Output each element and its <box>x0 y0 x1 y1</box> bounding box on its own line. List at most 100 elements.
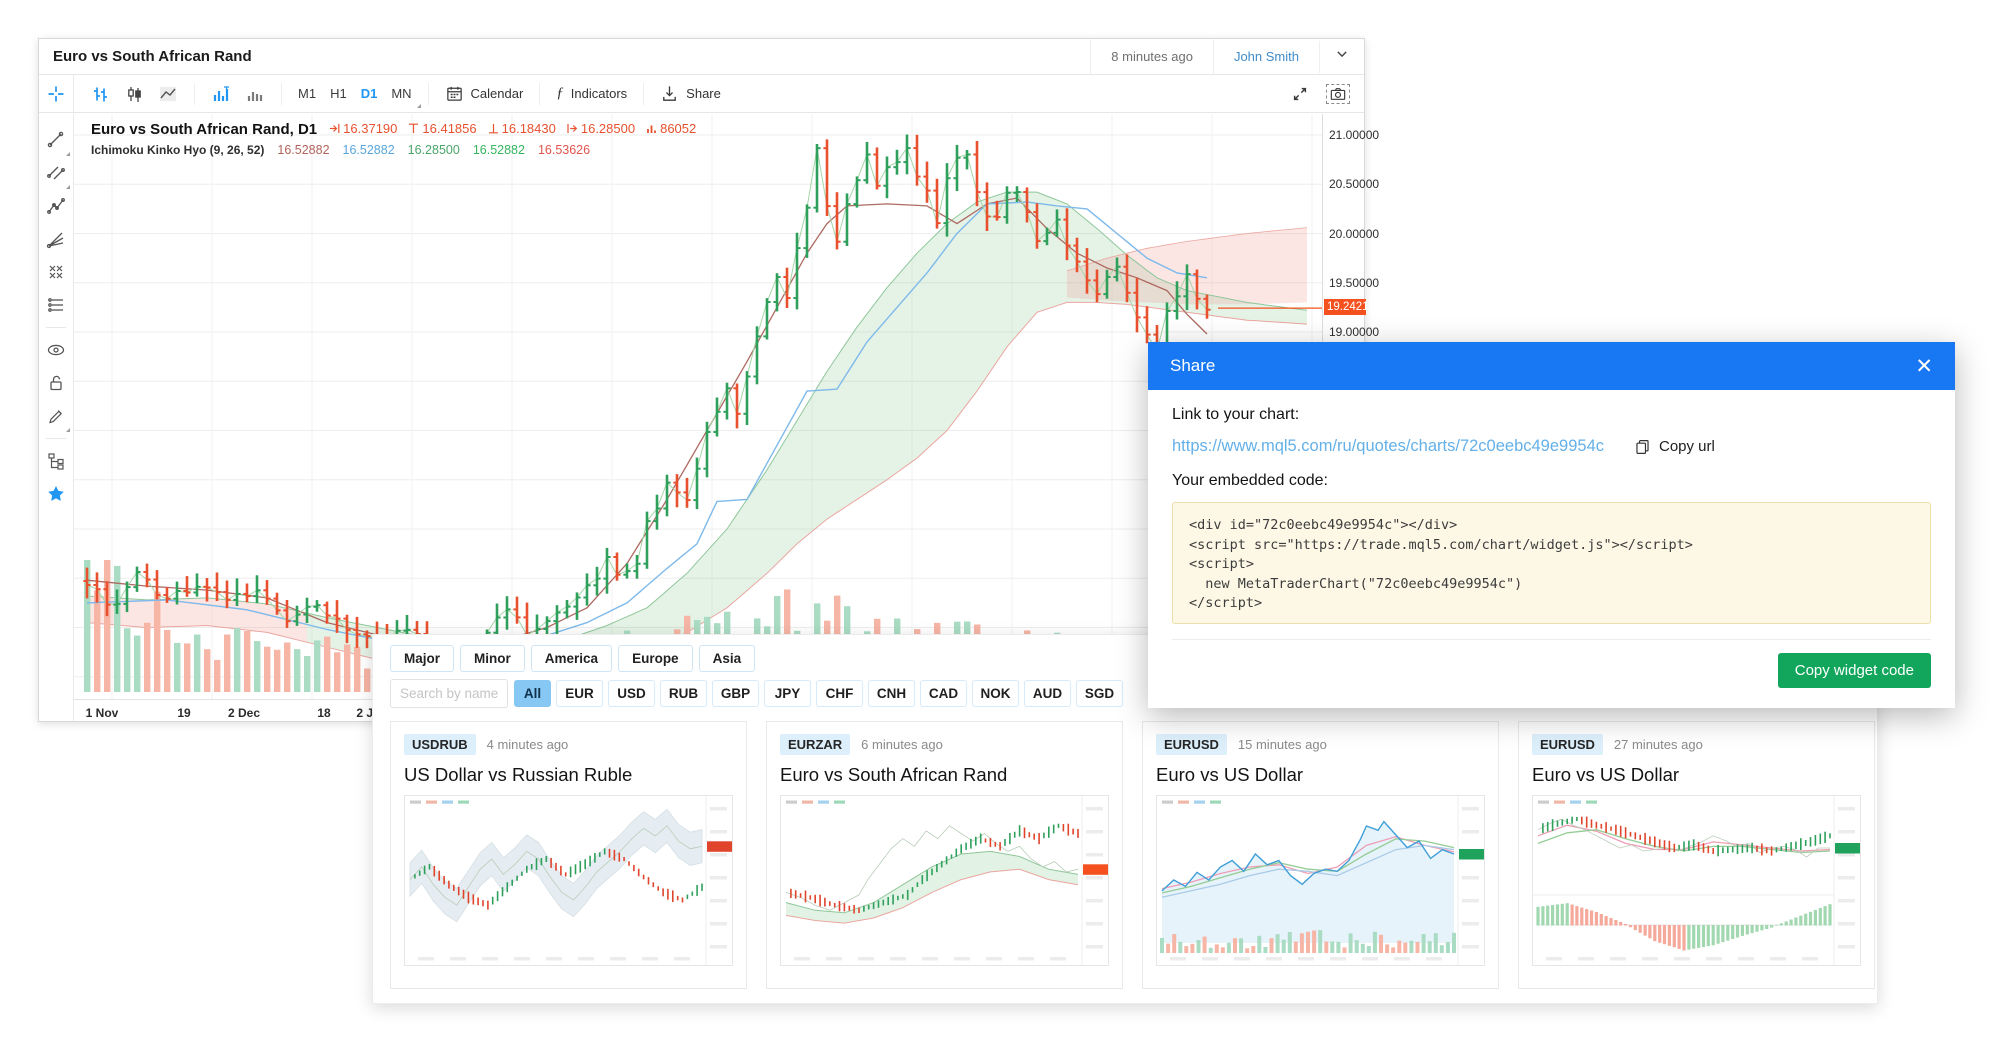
chart-toolbar: M1 H1 D1 MN Calendar ƒ Indicators Share <box>39 75 1364 113</box>
chevron-down-icon[interactable] <box>1319 40 1364 73</box>
share-button[interactable]: Share <box>653 81 728 106</box>
calendar-button[interactable]: Calendar <box>438 81 531 106</box>
copy-icon <box>1636 439 1649 454</box>
fibonacci-tool[interactable] <box>44 293 68 317</box>
line-chart-icon <box>160 86 176 101</box>
region-tab-minor[interactable]: Minor <box>460 645 525 672</box>
trendline-tool[interactable] <box>44 128 70 156</box>
candlestick-icon <box>128 86 141 102</box>
region-tab-europe[interactable]: Europe <box>618 645 693 672</box>
divider <box>46 438 66 439</box>
calendar-label: Calendar <box>470 86 524 101</box>
timeframe-d1[interactable]: D1 <box>354 83 385 104</box>
volume-icon <box>247 91 263 101</box>
chart-type-line-button[interactable] <box>151 81 185 107</box>
user-menu[interactable]: John Smith <box>1212 39 1319 74</box>
currency-chip-nok[interactable]: NOK <box>972 680 1019 707</box>
updated-time: 27 minutes ago <box>1613 737 1703 752</box>
symbol-badge: EURUSD <box>1532 734 1603 755</box>
price-label: 20.50000 <box>1329 177 1380 192</box>
chart-card-eurzar-1[interactable]: EURZAR 6 minutes ago Euro vs South African… <box>766 721 1123 989</box>
real-volume-button[interactable] <box>238 81 272 107</box>
visibility-tool[interactable] <box>44 338 68 362</box>
card-title: Euro vs US Dollar <box>1532 764 1680 785</box>
copy-widget-button[interactable]: Copy widget code <box>1777 653 1931 688</box>
current-price-tag: 19.24215 <box>1324 299 1375 316</box>
price-label: 19.50000 <box>1329 275 1380 290</box>
window-title: Euro vs South African Rand <box>53 48 252 65</box>
currency-chip-sgd[interactable]: SGD <box>1076 680 1123 707</box>
timeframe-h1[interactable]: H1 <box>323 83 354 104</box>
share-dialog: Share ✕ Link to your chart: https://www.… <box>1148 342 1955 708</box>
mini-chart <box>1532 795 1861 966</box>
eraser-tool[interactable] <box>44 404 70 432</box>
symbol-badge: EURUSD <box>1156 734 1227 755</box>
dialog-title: Share <box>1170 356 1216 375</box>
dialog-footer: Copy widget code <box>1172 639 1931 701</box>
timeframe-group: M1 H1 D1 MN <box>282 82 429 108</box>
currency-chip-rub[interactable]: RUB <box>660 680 707 707</box>
currency-chip-aud[interactable]: AUD <box>1024 680 1071 707</box>
currency-chip-cnh[interactable]: CNH <box>868 680 915 707</box>
updated-time: 6 minutes ago <box>861 737 943 752</box>
region-tab-america[interactable]: America <box>530 645 613 672</box>
timeframe-mn[interactable]: MN <box>384 83 421 108</box>
chart-link[interactable]: https://www.mql5.com/ru/quotes/charts/72… <box>1172 437 1604 455</box>
chart-card-usdrub-0[interactable]: USDRUB 4 minutes ago US Dollar vs Russian … <box>390 721 747 989</box>
favorites-star[interactable] <box>44 482 68 506</box>
currency-chip-usd[interactable]: USD <box>608 680 655 707</box>
region-tab-asia[interactable]: Asia <box>698 645 756 672</box>
currency-chip-gbp[interactable]: GBP <box>712 680 759 707</box>
objects-list-tool[interactable] <box>44 449 68 473</box>
close-icon[interactable]: ✕ <box>1915 354 1933 378</box>
lock-tool[interactable] <box>44 371 68 395</box>
region-tabs: Major Minor America Europe Asia <box>390 645 756 672</box>
copy-url-label: Copy url <box>1659 438 1715 455</box>
drawing-toolbar <box>39 114 74 721</box>
fullscreen-icon[interactable] <box>1288 82 1312 106</box>
timeframe-m1[interactable]: M1 <box>291 83 323 104</box>
polyline-tool[interactable] <box>44 194 68 218</box>
currency-chip-jpy[interactable]: JPY <box>764 680 811 707</box>
card-title: Euro vs South African Rand <box>780 764 1008 785</box>
currency-chip-chf[interactable]: CHF <box>816 680 863 707</box>
price-label: 20.00000 <box>1329 226 1380 241</box>
embed-label: Your embedded code: <box>1172 472 1328 489</box>
chart-card-eurusd-2[interactable]: EURUSD 15 minutes ago Euro vs US Dollar <box>1142 721 1499 989</box>
chart-plot[interactable]: Euro vs South African Rand, D1 16.37190 1… <box>74 114 1322 727</box>
chart-type-candles-button[interactable] <box>117 81 151 107</box>
channel-tool[interactable] <box>44 161 70 189</box>
copy-url-button[interactable]: Copy url <box>1634 438 1715 456</box>
indicators-button[interactable]: ƒ Indicators <box>549 82 634 105</box>
tick-volume-button[interactable] <box>204 81 238 107</box>
mini-chart <box>1156 795 1485 966</box>
price-label: 19.00000 <box>1329 325 1380 339</box>
screenshot-button[interactable] <box>1326 83 1350 104</box>
main-chart-canvas[interactable] <box>74 114 1322 727</box>
currency-chip-all[interactable]: All <box>514 680 551 707</box>
dialog-header: Share ✕ <box>1148 342 1955 390</box>
pattern-tool[interactable] <box>44 260 68 284</box>
title-bar: Euro vs South African Rand 8 minutes ago… <box>39 39 1364 75</box>
currency-chip-eur[interactable]: EUR <box>556 680 603 707</box>
chart-type-bars-button[interactable] <box>83 81 117 107</box>
currency-chip-cad[interactable]: CAD <box>920 680 967 707</box>
tick-volume-icon <box>213 85 229 101</box>
crosshair-tool[interactable] <box>44 82 68 106</box>
currency-chips: All EUR USD RUB GBP JPY CHF CNH CAD NOK AUD SGD <box>514 680 1123 707</box>
chart-card-eurusd-3[interactable]: EURUSD 27 minutes ago Euro vs US Dollar <box>1518 721 1875 989</box>
gann-fan-tool[interactable] <box>44 227 68 251</box>
mini-chart <box>780 795 1109 966</box>
calendar-icon <box>446 86 462 101</box>
last-updated: 8 minutes ago <box>1090 39 1213 74</box>
region-tab-major[interactable]: Major <box>390 645 455 672</box>
search-input[interactable] <box>390 679 508 708</box>
symbol-badge: EURZAR <box>780 734 851 755</box>
embed-code[interactable]: <div id="72c0eebc49e9954c"></div> <scrip… <box>1172 502 1931 624</box>
ohlc-bars-icon <box>94 87 107 101</box>
mini-chart <box>404 795 733 966</box>
card-title: Euro vs US Dollar <box>1156 764 1304 785</box>
